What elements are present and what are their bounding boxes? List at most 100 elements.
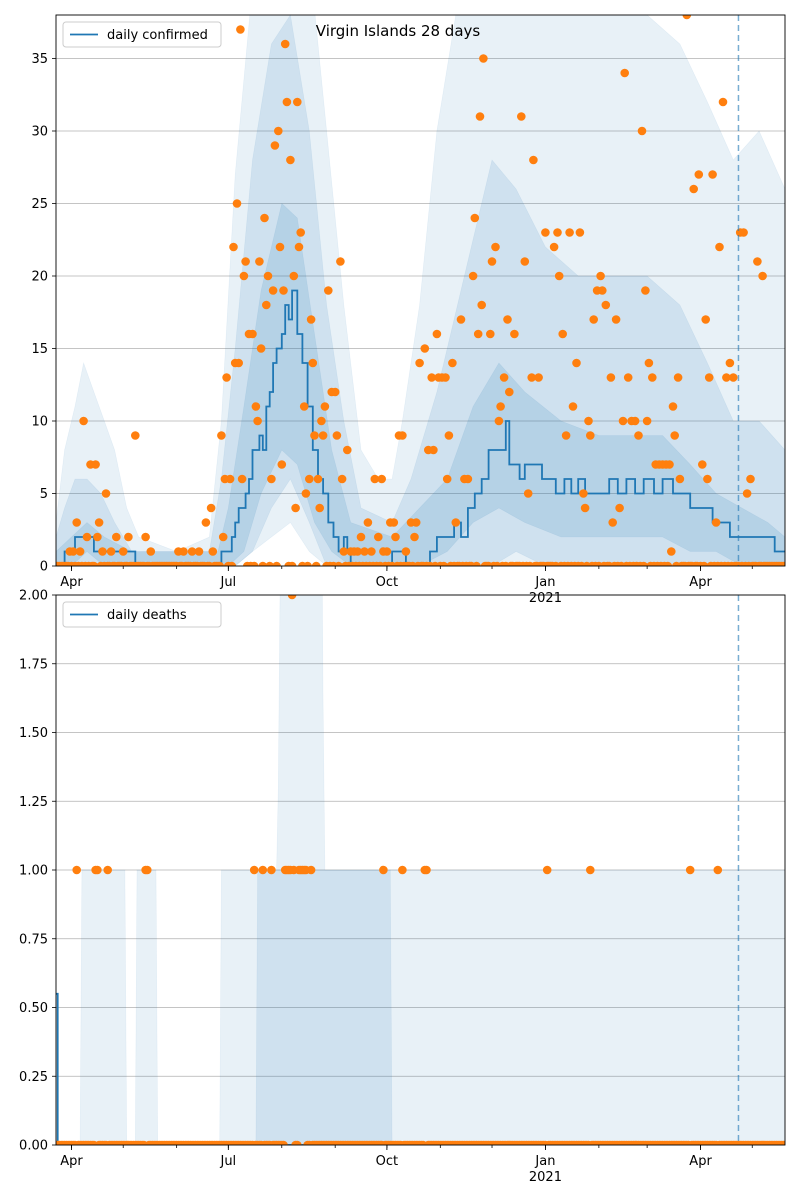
data-point (699, 561, 709, 566)
data-point (675, 474, 685, 484)
data-point (575, 228, 585, 237)
data-point (131, 431, 140, 440)
data-point (637, 126, 647, 136)
data-point (541, 228, 550, 237)
data-point (586, 865, 595, 875)
x-tick-label: Apr (689, 1154, 712, 1169)
data-point (299, 402, 309, 411)
data-point (103, 865, 112, 875)
data-point (439, 561, 449, 566)
data-point (315, 503, 325, 513)
data-point (553, 228, 562, 237)
y-tick-label: 0 (40, 560, 48, 575)
data-point (258, 865, 268, 875)
data-point (529, 155, 538, 165)
x-tick-label: Jan (534, 575, 555, 590)
data-point (473, 329, 483, 339)
data-point (608, 518, 617, 527)
data-point (780, 1140, 785, 1145)
data-point (94, 518, 104, 527)
data-point (565, 228, 574, 237)
data-point (579, 489, 588, 498)
data-point (256, 344, 266, 353)
data-point (673, 373, 683, 382)
data-point (201, 518, 211, 527)
data-point (634, 431, 643, 440)
data-point (306, 315, 316, 324)
data-point (306, 865, 316, 875)
data-point (703, 474, 712, 484)
data-point (82, 532, 92, 542)
legend-box (62, 601, 222, 628)
y-tick-label: 30 (31, 125, 48, 140)
data-point (234, 358, 243, 368)
data-point (68, 547, 78, 556)
data-point (93, 865, 102, 875)
data-point (527, 373, 536, 382)
x-tick-year-label: 2021 (529, 1170, 562, 1185)
data-point (432, 329, 442, 339)
data-point (294, 242, 304, 252)
data-point (236, 25, 245, 34)
data-point (277, 460, 287, 469)
data-point (206, 503, 216, 513)
data-point (227, 561, 237, 566)
data-point (146, 547, 156, 556)
data-point (143, 865, 152, 875)
data-point (642, 416, 652, 426)
x-tick-label: Jul (219, 1154, 236, 1169)
data-point (289, 271, 299, 281)
y-tick-label: 25 (31, 197, 48, 212)
data-point (370, 474, 380, 484)
data-point (441, 373, 450, 382)
panel-2: 0.00 0.25 0.50 0.75 1.00 1.25 1.50 1.75 2.00 Apr J… (19, 589, 786, 1185)
data-point (260, 213, 269, 223)
data-point (448, 358, 457, 368)
data-point (739, 228, 748, 237)
data-point (517, 112, 526, 121)
data-point (505, 387, 514, 397)
data-point (339, 547, 349, 556)
data-point (713, 865, 723, 875)
data-point (427, 373, 437, 382)
data-point (401, 547, 411, 556)
data-point (330, 387, 340, 397)
data-point (718, 97, 728, 107)
data-point (670, 431, 679, 440)
data-point (451, 518, 461, 527)
data-point (274, 126, 283, 136)
data-point (241, 257, 250, 266)
data-point (101, 489, 111, 498)
data-point (479, 54, 488, 63)
data-point (422, 865, 431, 875)
data-point (639, 561, 648, 566)
data-point (239, 271, 249, 281)
data-point (272, 561, 281, 566)
uncertainty-band (56, 202, 785, 566)
data-point (106, 547, 116, 556)
data-point (253, 416, 262, 426)
data-point (663, 561, 673, 566)
data-point (324, 286, 333, 295)
data-point (644, 358, 654, 368)
data-point (118, 547, 128, 556)
data-point (698, 460, 707, 469)
data-point (725, 358, 735, 368)
data-point (374, 532, 383, 542)
series-line (56, 289, 785, 566)
data-point (293, 1140, 302, 1145)
data-point (470, 213, 480, 223)
data-point (208, 547, 218, 556)
y-tick-label: 0.50 (19, 1001, 48, 1016)
data-point (630, 416, 640, 426)
data-point (410, 532, 419, 542)
data-point (623, 373, 633, 382)
legend-label: daily deaths (107, 608, 187, 623)
data-point (584, 416, 593, 426)
data-point (296, 228, 306, 237)
data-point (456, 315, 466, 324)
data-point (353, 547, 362, 556)
data-point (442, 474, 452, 484)
data-point (291, 503, 300, 513)
